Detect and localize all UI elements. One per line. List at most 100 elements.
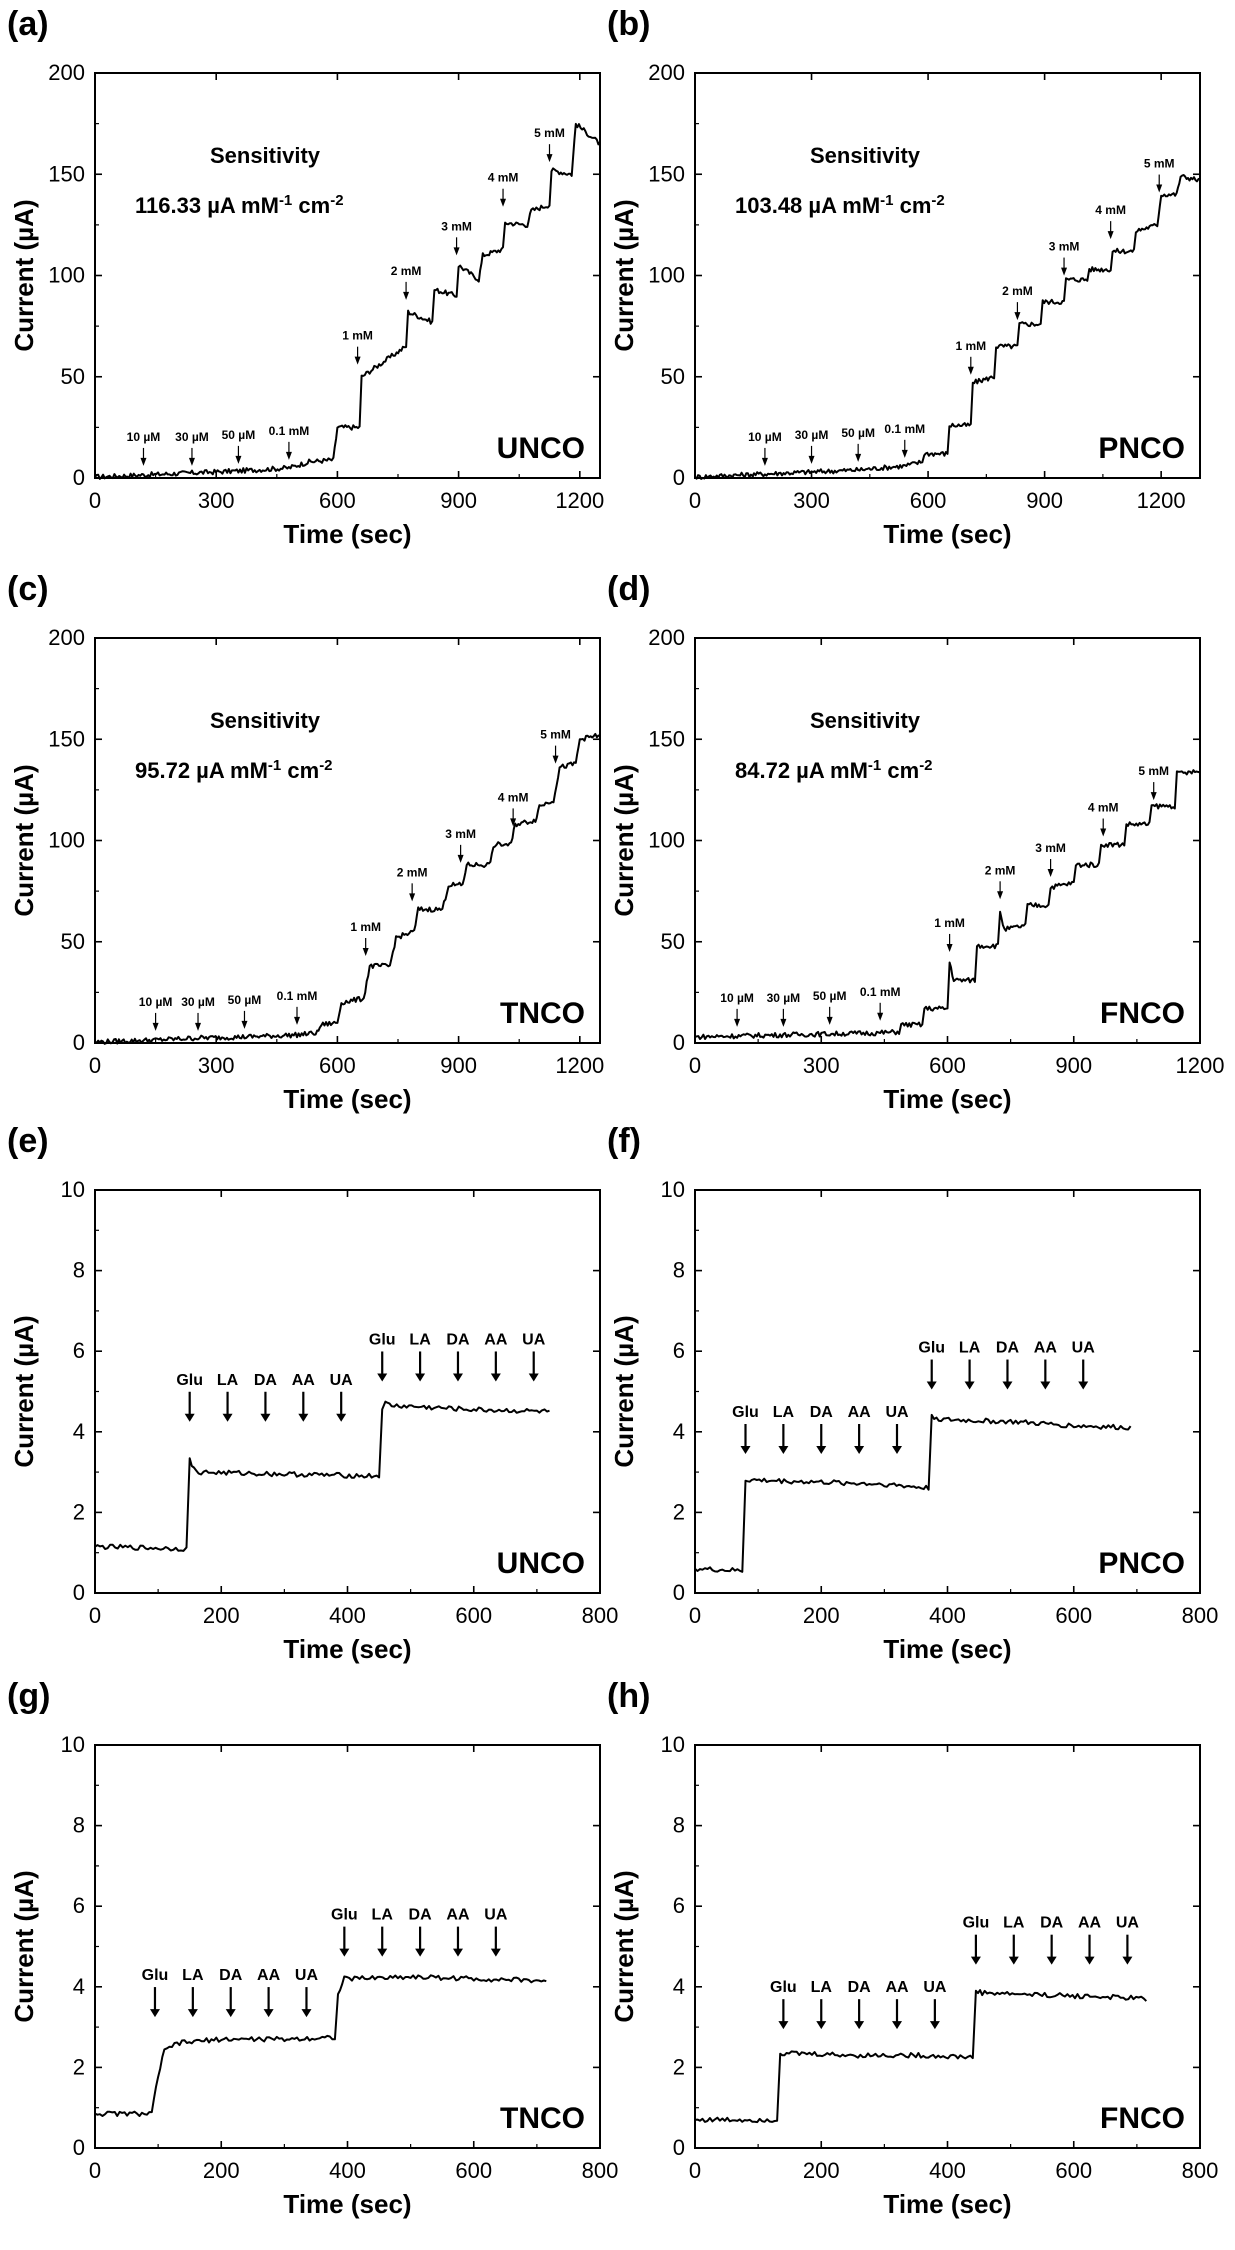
y-axis-label: Current (µA) — [9, 199, 39, 351]
annotation-label: 0.1 mM — [860, 985, 901, 999]
annotation-arrowhead — [241, 1020, 248, 1029]
sensitivity-value: 103.48 µA mM-1 cm-2 — [735, 192, 945, 218]
unit-text: cm — [281, 758, 319, 783]
x-tick-label: 600 — [1055, 2158, 1092, 2183]
annotation-label: 2 mM — [1002, 284, 1033, 298]
annotation-arrowhead — [1014, 312, 1021, 321]
y-tick-label: 10 — [661, 1177, 685, 1202]
x-tick-label: 400 — [329, 1603, 366, 1628]
y-tick-label: 0 — [73, 1030, 85, 1055]
y-tick-label: 200 — [48, 625, 85, 650]
material-label: TNCO — [500, 997, 585, 1030]
annotation-arrowhead — [195, 1022, 202, 1031]
plot-frame — [694, 1744, 1201, 2149]
annotation-label: LA — [811, 1979, 833, 1996]
y-tick-label: 50 — [661, 364, 685, 389]
annotation-arrowhead — [1061, 267, 1068, 276]
panel-label: (d) — [607, 570, 650, 608]
annotation-label: AA — [446, 1907, 470, 1924]
annotation-arrowhead — [409, 893, 416, 902]
annotation-label: DA — [996, 1340, 1020, 1357]
annotation-arrowhead — [285, 451, 292, 460]
unit-text: 84.72 µA mM — [735, 758, 868, 783]
y-tick-label: 0 — [73, 2135, 85, 2160]
x-tick-label: 900 — [1026, 488, 1063, 513]
series-line — [694, 1989, 1148, 2124]
annotation-label: 0.1 mM — [269, 424, 310, 438]
y-tick-label: 100 — [648, 828, 685, 853]
annotation-arrowhead — [1008, 1956, 1019, 1965]
annotation-arrowhead — [457, 854, 464, 863]
annotation-label: 50 µM — [222, 428, 256, 442]
plot-frame — [94, 1744, 601, 2149]
y-tick-label: 200 — [648, 60, 685, 85]
series-line — [94, 122, 601, 480]
y-tick-label: 2 — [73, 2054, 85, 2079]
material-label: FNCO — [1100, 2102, 1185, 2135]
annotation-arrowhead — [152, 1022, 159, 1031]
annotation-arrowhead — [500, 198, 507, 207]
material-label: PNCO — [1098, 432, 1185, 465]
y-tick-label: 6 — [673, 1338, 685, 1363]
y-tick-label: 4 — [73, 1974, 85, 1999]
y-axis-label: Current (µA) — [609, 199, 639, 351]
annotation-label: 4 mM — [1095, 203, 1126, 217]
annotation-label: 50 µM — [841, 426, 875, 440]
annotation-arrowhead — [929, 2021, 940, 2030]
plot-frame — [694, 1189, 1201, 1594]
annotation-arrowhead — [415, 1373, 426, 1382]
x-tick-label: 200 — [203, 2158, 240, 2183]
annotation-label: 10 µM — [748, 430, 782, 444]
x-tick-label: 200 — [803, 2158, 840, 2183]
annotation-label: DA — [1040, 1915, 1064, 1932]
y-tick-label: 8 — [673, 1258, 685, 1283]
annotation-label: LA — [773, 1404, 795, 1421]
annotation-label: UA — [295, 1967, 319, 1984]
annotation-arrowhead — [510, 818, 517, 827]
sensitivity-label: Sensitivity — [810, 143, 921, 168]
y-tick-label: 50 — [661, 929, 685, 954]
superscript: -1 — [268, 757, 281, 774]
annotation-arrowhead — [967, 366, 974, 375]
annotation-arrowhead — [260, 1413, 271, 1422]
x-tick-label: 400 — [329, 2158, 366, 2183]
annotation-arrowhead — [901, 449, 908, 458]
annotation-label: UA — [484, 1907, 508, 1924]
annotation-arrowhead — [970, 1956, 981, 1965]
annotation-arrowhead — [263, 2009, 274, 2018]
annotation-label: 3 mM — [1035, 841, 1066, 855]
annotation-label: LA — [217, 1372, 239, 1389]
y-tick-label: 2 — [673, 2054, 685, 2079]
annotation-arrowhead — [528, 1373, 539, 1382]
annotation-arrowhead — [552, 755, 559, 764]
annotation-arrowhead — [1122, 1956, 1133, 1965]
x-tick-label: 800 — [1182, 2158, 1219, 2183]
annotation-arrowhead — [546, 154, 553, 163]
x-tick-label: 300 — [198, 488, 235, 513]
annotation-arrowhead — [892, 2021, 902, 2030]
superscript: -1 — [868, 757, 881, 774]
annotation-label: 2 mM — [985, 863, 1016, 877]
annotation-arrowhead — [761, 457, 768, 466]
annotation-arrowhead — [490, 1948, 501, 1957]
y-axis-label: Current (µA) — [9, 1870, 39, 2022]
material-label: TNCO — [500, 2102, 585, 2135]
annotation-label: LA — [182, 1967, 204, 1984]
annotation-arrowhead — [339, 1948, 350, 1957]
x-axis-label: Time (sec) — [283, 1084, 411, 1114]
annotation-label: 50 µM — [228, 993, 262, 1007]
annotation-label: AA — [848, 1404, 872, 1421]
unit-text: 95.72 µA mM — [135, 758, 268, 783]
x-axis-label: Time (sec) — [883, 2189, 1011, 2219]
superscript: -1 — [279, 192, 292, 209]
annotation-label: DA — [409, 1907, 433, 1924]
annotation-label: 4 mM — [488, 171, 519, 185]
annotation-label: 5 mM — [1138, 764, 1169, 778]
annotation-label: Glu — [770, 1979, 797, 1996]
annotation-arrowhead — [298, 1413, 309, 1422]
annotation-arrowhead — [816, 1446, 827, 1455]
x-tick-label: 0 — [689, 2158, 701, 2183]
annotation-arrowhead — [452, 1373, 463, 1382]
y-tick-label: 0 — [673, 2135, 685, 2160]
